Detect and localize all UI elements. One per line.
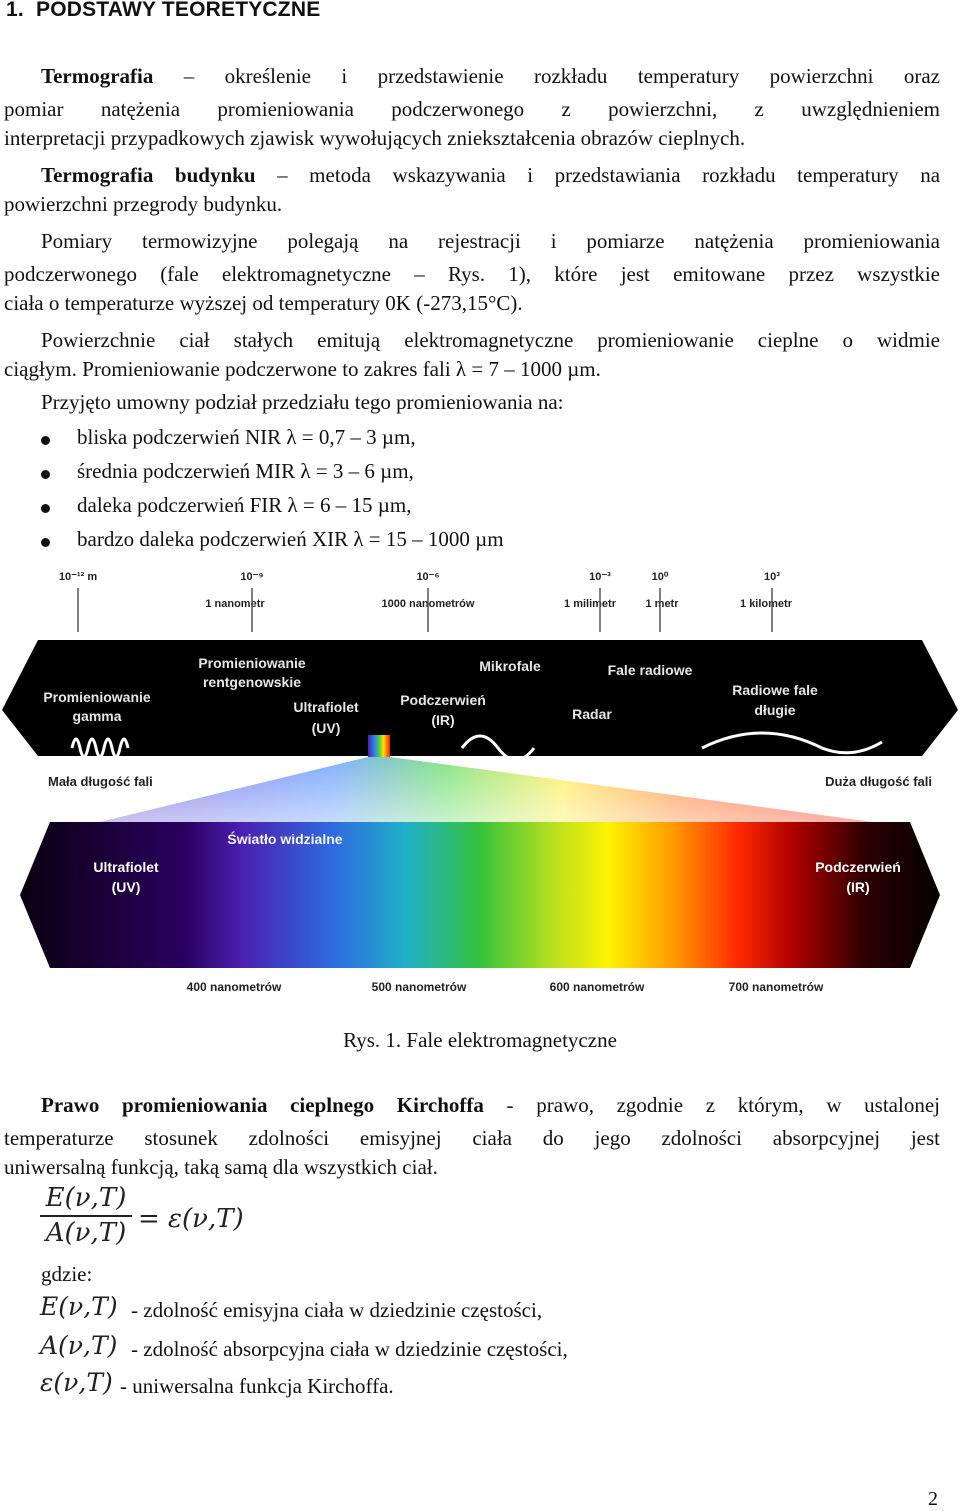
para-kirchoff-line1: Prawo promieniowania cieplnego Kirchoffa… — [41, 1089, 940, 1122]
vis-ir-2: (IR) — [846, 879, 869, 895]
bullet-mir: średnia podczerwień MIR λ = 3 – 6 µm, — [77, 459, 414, 483]
def-text-e: - zdolność emisyjna ciała w dziedzinie c… — [131, 1298, 543, 1322]
para-text: – metoda wskazywania i przedstawiania ro… — [277, 163, 941, 187]
band-ir-2: (IR) — [431, 712, 454, 728]
para-pomiary-line2: podczerwonego (fale elektromagnetyczne –… — [4, 262, 940, 286]
band-radio: Fale radiowe — [608, 662, 693, 678]
bullet-fir: daleka podczerwień FIR λ = 6 – 15 µm, — [77, 493, 412, 517]
band-gamma-1: Promieniowanie — [43, 689, 151, 705]
band-longradio-1: Radiowe fale — [732, 682, 818, 698]
scale-tick-4: 10⁻³ — [589, 571, 611, 583]
term-termografia-budynku: Termografia budynku — [41, 163, 256, 187]
scale-tick-6: 10³ — [764, 571, 780, 583]
band-xray-1: Promieniowanie — [198, 655, 306, 671]
def-text-a: - zdolność absorpcyjna ciała w dziedzini… — [131, 1337, 568, 1361]
em-spectrum-figure: 10⁻¹² m 10⁻⁹ 1 nanometr 10⁻⁶ 1000 nanome… — [2, 571, 958, 994]
def-text-epsilon: - uniwersalna funkcja Kirchoffa. — [120, 1374, 394, 1398]
band-xray-2: rentgenowskie — [203, 674, 301, 690]
band-radar: Radar — [572, 706, 612, 722]
nm-400: 400 nanometrów — [187, 980, 282, 994]
para-kirchoff-line2: temperaturze stosunek zdolności emisyjne… — [4, 1126, 940, 1150]
para-termografia-line1: Termografia – określenie i przedstawieni… — [41, 60, 940, 93]
page-number: 2 — [928, 1488, 938, 1510]
scale-tick-2: 10⁻⁹ — [240, 571, 263, 583]
scale-tick-2-label: 1 nanometr — [205, 598, 265, 610]
visible-label: Światło widzialne — [227, 830, 342, 847]
bullet-xir: bardzo daleka podczerwień XIR λ = 15 – 1… — [77, 527, 504, 551]
bullet-dot — [41, 538, 50, 547]
def-symbol-epsilon: ε(ν,T) — [40, 1368, 113, 1397]
band-longradio-2: długie — [754, 702, 795, 718]
scale-tick-5-label: 1 metr — [645, 598, 679, 610]
long-wave-label: Duża długość fali — [825, 774, 932, 789]
para-pomiary-line1: Pomiary termowizyjne polegają na rejestr… — [41, 229, 940, 253]
figure-caption: Rys. 1. Fale elektromagnetyczne — [343, 1028, 617, 1052]
vis-uv-2: (UV) — [112, 879, 141, 895]
nm-700: 700 nanometrów — [729, 980, 824, 994]
para-pomiary-line3: ciała o temperaturze wyższej od temperat… — [4, 291, 523, 315]
para-kirchoff-line3: uniwersalną funkcją, taką samą dla wszys… — [4, 1155, 438, 1179]
para-termografia-line3: interpretacji przypadkowych zjawisk wywo… — [4, 126, 746, 150]
def-symbol-e: E(ν,T) — [40, 1292, 118, 1321]
band-uv-2: (UV) — [312, 720, 341, 736]
para-termografia-budynku-line2: powierzchni przegrody budynku. — [4, 192, 283, 216]
band-ir-1: Podczerwień — [400, 692, 486, 708]
spectrum-black-band — [2, 640, 958, 756]
section-title: 1. PODSTAWY TEORETYCZNE — [6, 0, 321, 21]
term-termografia: Termografia — [41, 64, 154, 88]
formula-fraction: E(ν,T) A(ν,T) — [40, 1183, 132, 1248]
formula-denominator: A(ν,T) — [45, 1218, 127, 1248]
scale-tick-6-label: 1 kilometr — [740, 598, 793, 610]
scale-tick-5: 10⁰ — [652, 571, 669, 583]
where-label: gdzie: — [41, 1262, 93, 1286]
scale-tick-3: 10⁻⁶ — [416, 571, 439, 583]
formula-rhs: = ε(ν,T) — [138, 1204, 244, 1234]
para-podzial: Przyjęto umowny podział przedziału tego … — [41, 390, 564, 414]
nm-600: 600 nanometrów — [550, 980, 645, 994]
visible-strip — [368, 735, 390, 757]
scale-tick-1: 10⁻¹² m — [59, 571, 97, 583]
short-wave-label: Mała długość fali — [48, 774, 153, 789]
para-powierzchnie-line1: Powierzchnie ciał stałych emitują elektr… — [41, 328, 940, 352]
band-uv-1: Ultrafiolet — [293, 699, 359, 715]
formula-numerator: E(ν,T) — [40, 1183, 132, 1217]
band-micro: Mikrofale — [479, 658, 541, 674]
bullet-nir: bliska podczerwień NIR λ = 0,7 – 3 µm, — [77, 425, 416, 449]
para-termografia-budynku-line1: Termografia budynku – metoda wskazywania… — [41, 159, 940, 192]
para-powierzchnie-line2: ciągłym. Promieniowanie podczerwone to z… — [4, 357, 601, 381]
para-text: – określenie i przedstawienie rozkładu t… — [183, 64, 940, 88]
wave-long-icon — [460, 734, 536, 762]
term-kirchoff: Prawo promieniowania cieplnego Kirchoffa — [41, 1093, 484, 1117]
wave-very-long-icon — [701, 731, 883, 755]
bullet-dot — [41, 436, 50, 445]
para-termografia-line2: pomiar natężenia promieniowania podczerw… — [4, 97, 940, 121]
nm-500: 500 nanometrów — [372, 980, 467, 994]
bullet-dot — [41, 504, 50, 513]
para-text: - prawo, zgodnie z którym, w ustalonej — [506, 1093, 940, 1117]
band-gamma-2: gamma — [72, 708, 121, 724]
scale-tick-4-label: 1 milimetr — [564, 598, 617, 610]
def-symbol-a: A(ν,T) — [40, 1331, 118, 1360]
bullet-dot — [41, 470, 50, 479]
vis-ir-1: Podczerwień — [815, 859, 901, 875]
vis-uv-1: Ultrafiolet — [93, 859, 159, 875]
wave-short-icon — [70, 737, 130, 759]
visible-spectrum-band — [20, 822, 940, 968]
